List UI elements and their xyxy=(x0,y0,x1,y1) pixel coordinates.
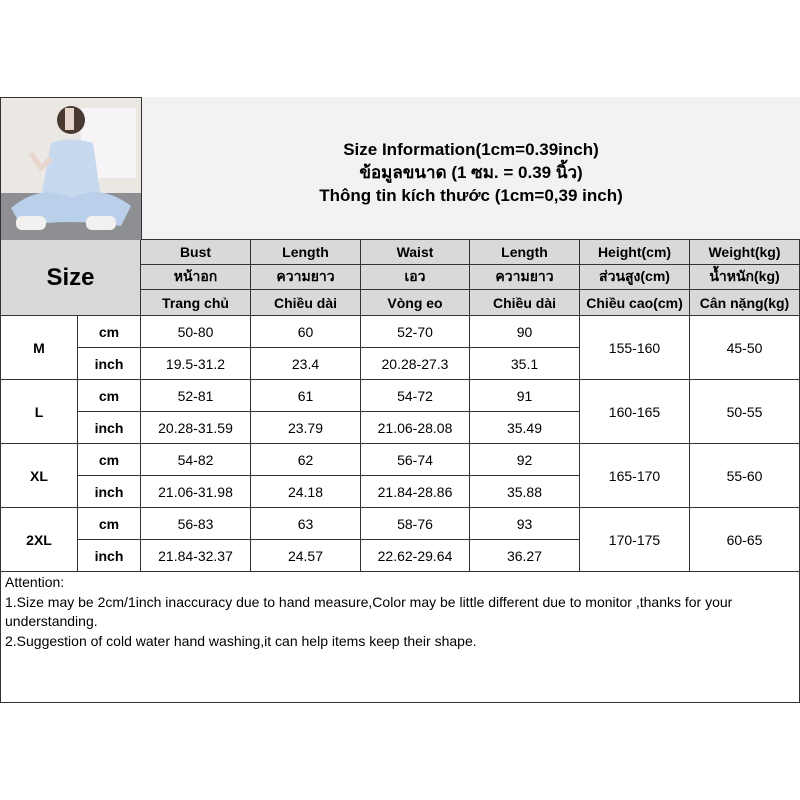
table-cell: 90 xyxy=(470,316,580,348)
weight-cell: 50-55 xyxy=(690,380,800,444)
column-header: Length xyxy=(470,240,580,265)
column-header: Chiều dài xyxy=(251,290,361,316)
unit-label: inch xyxy=(78,412,141,444)
table-cell: 52-81 xyxy=(141,380,251,412)
table-cell: 93 xyxy=(470,508,580,540)
height-cell: 160-165 xyxy=(580,380,690,444)
title-thai: ข้อมูลขนาด (1 ซม. = 0.39 นิ้ว) xyxy=(359,162,583,182)
table-cell: 58-76 xyxy=(361,508,470,540)
column-header: Trang chủ xyxy=(141,290,251,316)
column-header: Chiều dài xyxy=(470,290,580,316)
table-cell: 61 xyxy=(251,380,361,412)
weight-cell: 60-65 xyxy=(690,508,800,572)
table-cell: 52-70 xyxy=(361,316,470,348)
column-header: Bust xyxy=(141,240,251,265)
table-cell: 23.79 xyxy=(251,412,361,444)
unit-label: cm xyxy=(78,316,141,348)
attention-line-1: 1.Size may be 2cm/1inch inaccuracy due t… xyxy=(5,593,733,630)
unit-label: cm xyxy=(78,444,141,476)
column-header: Vòng eo xyxy=(361,290,470,316)
column-header: น้ำหนัก(kg) xyxy=(690,265,800,290)
column-header: Length xyxy=(251,240,361,265)
table-cell: 56-74 xyxy=(361,444,470,476)
table-cell: 50-80 xyxy=(141,316,251,348)
title-english: Size Information(1cm=0.39inch) xyxy=(343,139,599,159)
table-cell: 22.62-29.64 xyxy=(361,540,470,572)
column-header: Chiều cao(cm) xyxy=(580,290,690,316)
unit-label: cm xyxy=(78,380,141,412)
table-cell: 63 xyxy=(251,508,361,540)
product-photo xyxy=(1,98,141,240)
table-cell: 35.49 xyxy=(470,412,580,444)
height-cell: 170-175 xyxy=(580,508,690,572)
table-cell: 35.1 xyxy=(470,348,580,380)
size-label: 2XL xyxy=(0,508,78,572)
weight-cell: 55-60 xyxy=(690,444,800,508)
attention-notes: Attention: 1.Size may be 2cm/1inch inacc… xyxy=(0,572,800,703)
attention-line-2: 2.Suggestion of cold water hand washing,… xyxy=(5,632,477,649)
table-cell: 21.84-32.37 xyxy=(141,540,251,572)
table-cell: 91 xyxy=(470,380,580,412)
size-header: Size xyxy=(0,240,141,316)
size-label: M xyxy=(0,316,78,380)
table-cell: 20.28-31.59 xyxy=(141,412,251,444)
table-cell: 20.28-27.3 xyxy=(361,348,470,380)
table-cell: 54-72 xyxy=(361,380,470,412)
table-cell: 24.18 xyxy=(251,476,361,508)
column-header: Cân nặng(kg) xyxy=(690,290,800,316)
column-header: Weight(kg) xyxy=(690,240,800,265)
table-cell: 62 xyxy=(251,444,361,476)
table-cell: 92 xyxy=(470,444,580,476)
table-cell: 35.88 xyxy=(470,476,580,508)
title-vietnamese: Thông tin kích thước (1cm=0,39 inch) xyxy=(319,185,623,205)
unit-label: inch xyxy=(78,540,141,572)
weight-cell: 45-50 xyxy=(690,316,800,380)
column-header: หน้าอก xyxy=(141,265,251,290)
column-header: ส่วนสูง(cm) xyxy=(580,265,690,290)
column-header: ความยาว xyxy=(470,265,580,290)
height-cell: 165-170 xyxy=(580,444,690,508)
table-cell: 23.4 xyxy=(251,348,361,380)
unit-label: cm xyxy=(78,508,141,540)
table-cell: 56-83 xyxy=(141,508,251,540)
table-cell: 60 xyxy=(251,316,361,348)
unit-label: inch xyxy=(78,348,141,380)
table-cell: 54-82 xyxy=(141,444,251,476)
size-info-title: Size Information(1cm=0.39inch) ข้อมูลขนา… xyxy=(141,97,800,240)
column-header: Waist xyxy=(361,240,470,265)
column-header: เอว xyxy=(361,265,470,290)
table-cell: 36.27 xyxy=(470,540,580,572)
table-cell: 24.57 xyxy=(251,540,361,572)
column-header: ความยาว xyxy=(251,265,361,290)
column-header: Height(cm) xyxy=(580,240,690,265)
table-cell: 19.5-31.2 xyxy=(141,348,251,380)
table-cell: 21.84-28.86 xyxy=(361,476,470,508)
height-cell: 155-160 xyxy=(580,316,690,380)
attention-title: Attention: xyxy=(5,574,65,590)
size-label: L xyxy=(0,380,78,444)
unit-label: inch xyxy=(78,476,141,508)
table-cell: 21.06-28.08 xyxy=(361,412,470,444)
table-cell: 21.06-31.98 xyxy=(141,476,251,508)
size-label: XL xyxy=(0,444,78,508)
